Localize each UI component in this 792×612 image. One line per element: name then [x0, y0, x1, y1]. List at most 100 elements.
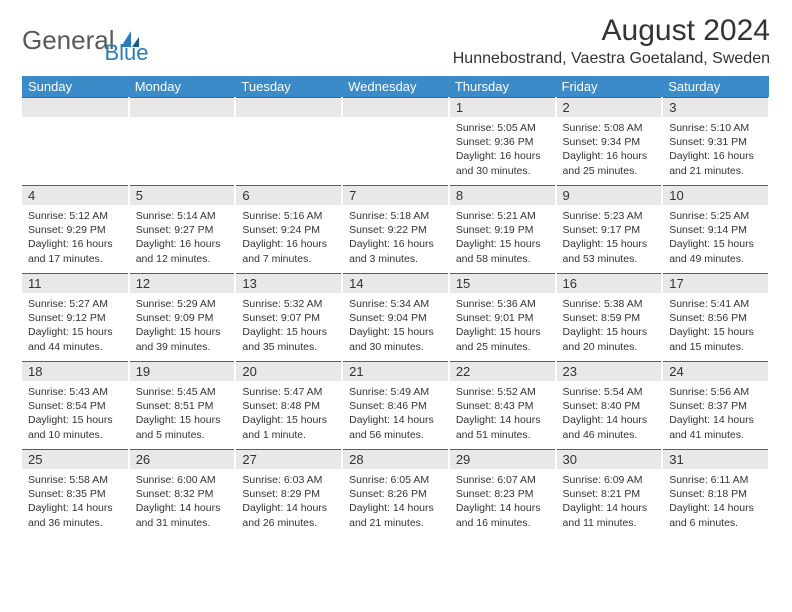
sunset-text: Sunset: 8:35 PM — [28, 487, 122, 501]
sunrise-text: Sunrise: 5:52 AM — [456, 385, 549, 399]
day-info: Sunrise: 5:25 AMSunset: 9:14 PMDaylight:… — [663, 206, 768, 272]
day-cell: 1Sunrise: 5:05 AMSunset: 9:36 PMDaylight… — [449, 97, 556, 185]
day-number — [130, 97, 235, 118]
day-number: 4 — [22, 185, 128, 206]
weekday-header-row: Sunday Monday Tuesday Wednesday Thursday… — [22, 76, 769, 97]
day-info: Sunrise: 6:07 AMSunset: 8:23 PMDaylight:… — [450, 470, 555, 536]
sunrise-text: Sunrise: 6:00 AM — [136, 473, 229, 487]
day-number: 18 — [22, 361, 128, 382]
daylight-text: Daylight: 15 hours and 30 minutes. — [349, 325, 442, 353]
daylight-text: Daylight: 14 hours and 56 minutes. — [349, 413, 442, 441]
day-cell: 26Sunrise: 6:00 AMSunset: 8:32 PMDayligh… — [129, 449, 236, 537]
day-info: Sunrise: 5:23 AMSunset: 9:17 PMDaylight:… — [557, 206, 662, 272]
daylight-text: Daylight: 16 hours and 3 minutes. — [349, 237, 442, 265]
sunrise-text: Sunrise: 5:05 AM — [456, 121, 549, 135]
day-number: 24 — [663, 361, 768, 382]
day-cell: 9Sunrise: 5:23 AMSunset: 9:17 PMDaylight… — [556, 185, 663, 273]
month-title: August 2024 — [453, 14, 770, 48]
day-cell: 30Sunrise: 6:09 AMSunset: 8:21 PMDayligh… — [556, 449, 663, 537]
day-cell: 22Sunrise: 5:52 AMSunset: 8:43 PMDayligh… — [449, 361, 556, 449]
sunrise-text: Sunrise: 5:43 AM — [28, 385, 122, 399]
day-cell: 3Sunrise: 5:10 AMSunset: 9:31 PMDaylight… — [662, 97, 769, 185]
sunset-text: Sunset: 8:56 PM — [669, 311, 762, 325]
day-number — [236, 97, 341, 118]
sunrise-text: Sunrise: 5:21 AM — [456, 209, 549, 223]
day-info: Sunrise: 5:54 AMSunset: 8:40 PMDaylight:… — [557, 382, 662, 448]
daylight-text: Daylight: 15 hours and 10 minutes. — [28, 413, 122, 441]
day-cell: 4Sunrise: 5:12 AMSunset: 9:29 PMDaylight… — [22, 185, 129, 273]
sunrise-text: Sunrise: 6:05 AM — [349, 473, 442, 487]
day-info: Sunrise: 6:09 AMSunset: 8:21 PMDaylight:… — [557, 470, 662, 536]
sunset-text: Sunset: 8:51 PM — [136, 399, 229, 413]
sunset-text: Sunset: 8:54 PM — [28, 399, 122, 413]
day-number: 9 — [557, 185, 662, 206]
day-number: 23 — [557, 361, 662, 382]
sunset-text: Sunset: 9:17 PM — [563, 223, 656, 237]
daylight-text: Daylight: 16 hours and 21 minutes. — [669, 149, 762, 177]
daylight-text: Daylight: 14 hours and 21 minutes. — [349, 501, 442, 529]
weekday-friday: Friday — [556, 76, 663, 97]
daylight-text: Daylight: 16 hours and 17 minutes. — [28, 237, 122, 265]
daylight-text: Daylight: 15 hours and 58 minutes. — [456, 237, 549, 265]
calendar-row: 18Sunrise: 5:43 AMSunset: 8:54 PMDayligh… — [22, 361, 769, 449]
day-info: Sunrise: 5:21 AMSunset: 9:19 PMDaylight:… — [450, 206, 555, 272]
day-info: Sunrise: 5:32 AMSunset: 9:07 PMDaylight:… — [236, 294, 341, 360]
day-number: 21 — [343, 361, 448, 382]
day-cell: 11Sunrise: 5:27 AMSunset: 9:12 PMDayligh… — [22, 273, 129, 361]
day-info: Sunrise: 6:00 AMSunset: 8:32 PMDaylight:… — [130, 470, 235, 536]
day-cell: 28Sunrise: 6:05 AMSunset: 8:26 PMDayligh… — [342, 449, 449, 537]
day-info: Sunrise: 5:16 AMSunset: 9:24 PMDaylight:… — [236, 206, 341, 272]
day-info: Sunrise: 5:10 AMSunset: 9:31 PMDaylight:… — [663, 118, 768, 184]
sunrise-text: Sunrise: 5:16 AM — [242, 209, 335, 223]
day-number: 16 — [557, 273, 662, 294]
weekday-wednesday: Wednesday — [342, 76, 449, 97]
day-info: Sunrise: 5:47 AMSunset: 8:48 PMDaylight:… — [236, 382, 341, 448]
logo-text-blue: Blue — [105, 40, 149, 66]
day-number: 13 — [236, 273, 341, 294]
day-cell: 18 Sunrise: 5:43 AMSunset: 8:54 PMDayligh… — [22, 361, 129, 449]
day-number: 22 — [450, 361, 555, 382]
day-cell: 25Sunrise: 5:58 AMSunset: 8:35 PMDayligh… — [22, 449, 129, 537]
sunset-text: Sunset: 8:21 PM — [563, 487, 656, 501]
sunrise-text: Sunrise: 5:49 AM — [349, 385, 442, 399]
title-block: August 2024 Hunnebostrand, Vaestra Goeta… — [453, 14, 770, 68]
daylight-text: Daylight: 14 hours and 31 minutes. — [136, 501, 229, 529]
sunrise-text: Sunrise: 6:09 AM — [563, 473, 656, 487]
day-number: 31 — [663, 449, 768, 470]
sunrise-text: Sunrise: 5:38 AM — [563, 297, 656, 311]
day-cell: 15Sunrise: 5:36 AMSunset: 9:01 PMDayligh… — [449, 273, 556, 361]
sunset-text: Sunset: 9:34 PM — [563, 135, 656, 149]
day-info: Sunrise: 5:18 AMSunset: 9:22 PMDaylight:… — [343, 206, 448, 272]
sunrise-text: Sunrise: 5:34 AM — [349, 297, 442, 311]
sunset-text: Sunset: 8:23 PM — [456, 487, 549, 501]
daylight-text: Daylight: 15 hours and 44 minutes. — [28, 325, 122, 353]
sunrise-text: Sunrise: 5:25 AM — [669, 209, 762, 223]
day-number: 11 — [22, 273, 128, 294]
day-number: 25 — [22, 449, 128, 470]
day-info: Sunrise: 5:56 AMSunset: 8:37 PMDaylight:… — [663, 382, 768, 448]
day-cell: 31Sunrise: 6:11 AMSunset: 8:18 PMDayligh… — [662, 449, 769, 537]
day-cell — [342, 97, 449, 185]
daylight-text: Daylight: 14 hours and 51 minutes. — [456, 413, 549, 441]
day-number: 20 — [236, 361, 341, 382]
weekday-monday: Monday — [129, 76, 236, 97]
daylight-text: Daylight: 15 hours and 39 minutes. — [136, 325, 229, 353]
daylight-text: Daylight: 16 hours and 12 minutes. — [136, 237, 229, 265]
day-cell: 5Sunrise: 5:14 AMSunset: 9:27 PMDaylight… — [129, 185, 236, 273]
calendar-table: Sunday Monday Tuesday Wednesday Thursday… — [22, 76, 770, 537]
sunrise-text: Sunrise: 5:29 AM — [136, 297, 229, 311]
sunset-text: Sunset: 9:01 PM — [456, 311, 549, 325]
sunrise-text: Sunrise: 5:23 AM — [563, 209, 656, 223]
day-cell: 29Sunrise: 6:07 AMSunset: 8:23 PMDayligh… — [449, 449, 556, 537]
sunset-text: Sunset: 8:48 PM — [242, 399, 335, 413]
daylight-text: Daylight: 14 hours and 11 minutes. — [563, 501, 656, 529]
day-number: 27 — [236, 449, 341, 470]
day-cell: 14Sunrise: 5:34 AMSunset: 9:04 PMDayligh… — [342, 273, 449, 361]
daylight-text: Daylight: 14 hours and 41 minutes. — [669, 413, 762, 441]
sunset-text: Sunset: 8:18 PM — [669, 487, 762, 501]
day-number: 28 — [343, 449, 448, 470]
sunrise-text: Sunrise: 5:12 AM — [28, 209, 122, 223]
sunset-text: Sunset: 9:14 PM — [669, 223, 762, 237]
day-info: Sunrise: 5:12 AMSunset: 9:29 PMDaylight:… — [22, 206, 128, 272]
sunrise-text: Sunrise: 5:56 AM — [669, 385, 762, 399]
